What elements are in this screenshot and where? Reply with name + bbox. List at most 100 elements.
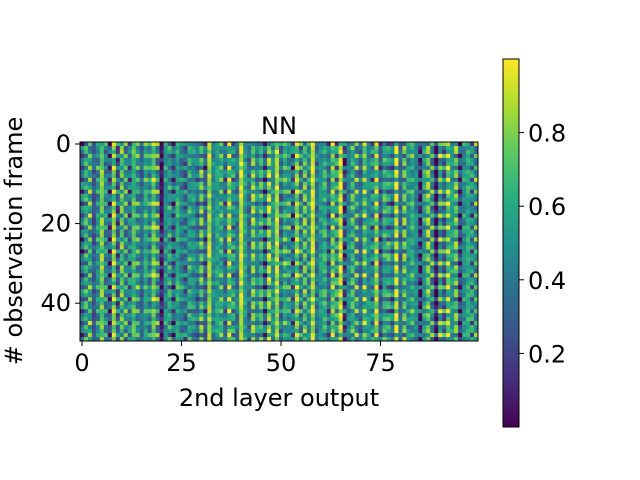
heatmap-cell <box>318 237 324 242</box>
heatmap-cell <box>406 237 411 242</box>
heatmap-cell <box>251 237 256 242</box>
heatmap-cell <box>167 329 172 334</box>
heatmap-cell <box>271 142 276 147</box>
heatmap-cell <box>263 293 268 298</box>
heatmap-cell <box>103 265 109 270</box>
heatmap-cell <box>462 245 467 250</box>
heatmap-cell <box>211 142 216 147</box>
heatmap-cell <box>414 301 419 306</box>
heatmap-cell <box>191 237 196 242</box>
heatmap-cell <box>354 301 359 306</box>
heatmap-cell <box>163 309 168 314</box>
heatmap-cell <box>171 181 176 187</box>
heatmap-cell <box>366 205 371 211</box>
heatmap-cell <box>450 145 455 151</box>
heatmap-cell <box>294 157 300 163</box>
heatmap-cell <box>286 217 292 222</box>
heatmap-cell <box>474 173 479 179</box>
heatmap-cell <box>446 317 451 322</box>
heatmap-cell <box>243 281 248 286</box>
heatmap-cell <box>310 241 316 246</box>
heatmap-cell <box>131 142 137 147</box>
heatmap-cell <box>402 221 407 226</box>
heatmap-cell <box>422 273 427 278</box>
heatmap-cell <box>95 233 101 238</box>
heatmap-cell <box>314 261 320 266</box>
heatmap-cell <box>231 142 236 147</box>
heatmap-cell <box>442 313 447 318</box>
heatmap-cell <box>179 205 184 211</box>
heatmap-cell <box>147 289 153 294</box>
heatmap-cell <box>406 181 411 187</box>
heatmap-cell <box>111 249 117 254</box>
heatmap-cell <box>298 277 304 282</box>
heatmap-cell <box>330 197 336 203</box>
heatmap-cell <box>223 165 228 171</box>
heatmap-cell <box>139 217 145 222</box>
heatmap-cell <box>80 337 85 342</box>
heatmap-cell <box>131 169 137 175</box>
heatmap-cell <box>155 261 160 266</box>
heatmap-cell <box>398 289 403 294</box>
heatmap-cell <box>275 221 280 226</box>
heatmap-cell <box>454 261 459 266</box>
heatmap-cell <box>370 217 375 222</box>
heatmap-cell <box>458 325 463 330</box>
heatmap-cell <box>123 205 129 211</box>
heatmap-cell <box>87 201 93 207</box>
heatmap-cell <box>434 317 439 322</box>
heatmap-cell <box>414 317 419 322</box>
heatmap-cell <box>123 225 129 230</box>
heatmap-cell <box>358 237 363 242</box>
heatmap-cell <box>414 142 419 147</box>
heatmap-cell <box>131 333 137 338</box>
heatmap-cell <box>330 229 336 234</box>
heatmap-cell <box>374 245 379 250</box>
heatmap-cell <box>350 337 356 342</box>
heatmap-cell <box>107 201 113 207</box>
heatmap-cell <box>155 309 160 314</box>
heatmap-cell <box>247 197 252 203</box>
heatmap-cell <box>362 193 367 199</box>
heatmap-cell <box>454 241 459 246</box>
heatmap-cell <box>342 285 348 290</box>
heatmap-cell <box>378 173 383 179</box>
heatmap-cell <box>450 189 455 195</box>
heatmap-cell <box>231 165 236 171</box>
heatmap-cell <box>470 145 475 151</box>
heatmap-cell <box>175 329 180 334</box>
heatmap-cell <box>219 281 224 286</box>
heatmap-cell <box>107 325 113 330</box>
heatmap-cell <box>310 169 316 175</box>
heatmap-cell <box>135 305 141 310</box>
heatmap-cell <box>123 161 129 167</box>
heatmap-cell <box>430 273 435 278</box>
heatmap-cell <box>434 217 439 222</box>
heatmap-cell <box>263 189 268 195</box>
heatmap-cell <box>354 249 359 254</box>
heatmap-cell <box>350 245 356 250</box>
heatmap-cell <box>430 181 435 187</box>
heatmap-cell <box>139 333 145 338</box>
heatmap-cell <box>255 142 260 147</box>
heatmap-cell <box>362 145 367 151</box>
heatmap-cell <box>203 233 208 238</box>
heatmap-cell <box>139 245 145 250</box>
heatmap-cell <box>223 265 228 270</box>
heatmap-cell <box>99 233 105 238</box>
heatmap-cell <box>243 237 248 242</box>
heatmap-cell <box>306 265 312 270</box>
heatmap-cell <box>394 197 399 203</box>
heatmap-cell <box>338 197 344 203</box>
heatmap-cell <box>127 317 133 322</box>
heatmap-cell <box>159 233 164 238</box>
heatmap-cell <box>159 253 164 258</box>
heatmap-cell <box>470 181 475 187</box>
heatmap-cell <box>199 305 204 310</box>
heatmap-cell <box>231 273 236 278</box>
heatmap-cell <box>107 221 113 226</box>
heatmap-cell <box>179 225 184 230</box>
heatmap-cell <box>247 317 252 322</box>
heatmap-cell <box>382 297 387 302</box>
heatmap-cell <box>179 221 184 226</box>
